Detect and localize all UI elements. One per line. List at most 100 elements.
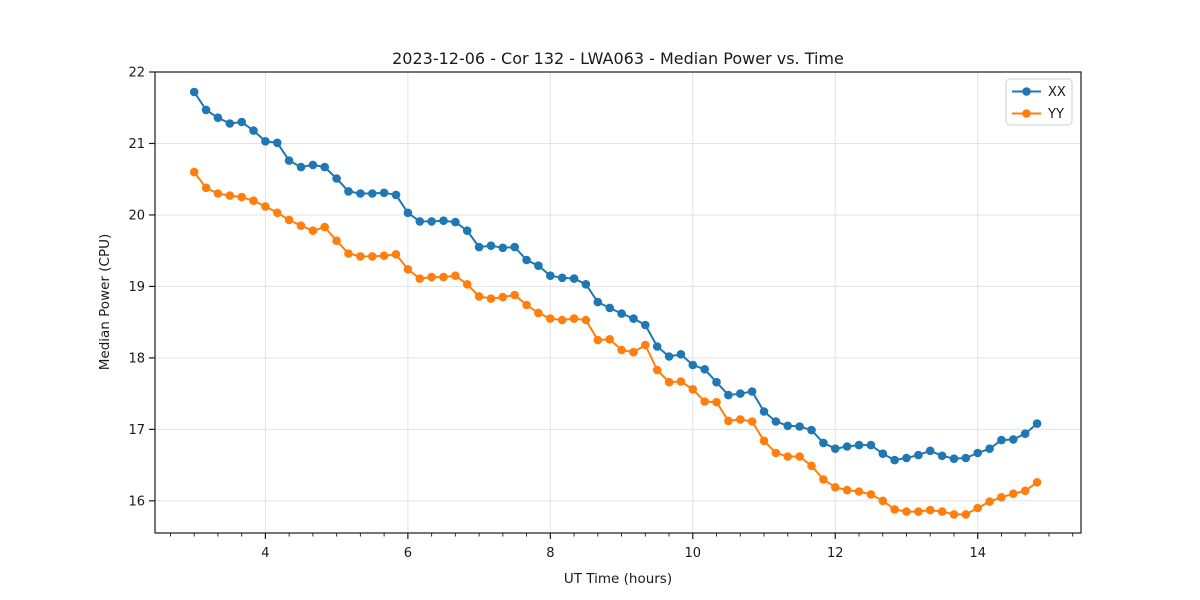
data-point-xx (486, 241, 496, 250)
y-tick-label: 22 (128, 66, 145, 81)
data-point-yy (474, 292, 484, 301)
data-point-xx (498, 243, 508, 253)
data-point-yy (712, 397, 721, 407)
data-point-yy (593, 335, 603, 345)
data-point-xx (581, 280, 591, 289)
data-point-xx (605, 303, 614, 313)
data-point-yy (629, 347, 638, 357)
data-point-xx (854, 440, 864, 450)
y-tick-label: 16 (128, 494, 145, 509)
data-point-xx (747, 387, 757, 396)
gridlines (155, 71, 1081, 533)
data-point-yy (700, 397, 709, 406)
data-point-yy (688, 385, 698, 394)
data-point-yy (332, 236, 341, 245)
data-point-yy (522, 300, 531, 310)
data-point-xx (902, 453, 911, 463)
data-point-yy (344, 249, 353, 258)
data-point-xx (759, 407, 769, 416)
data-point-yy (854, 487, 864, 496)
data-point-xx (225, 119, 235, 128)
data-point-yy (415, 274, 425, 283)
data-point-xx (522, 255, 531, 265)
data-point-yy (486, 294, 496, 303)
y-tick-label: 21 (128, 137, 145, 152)
legend-label-yy: YY (1047, 107, 1064, 122)
axis-ticks (149, 71, 1074, 539)
plot-area (154, 71, 1082, 534)
data-point-xx (439, 216, 448, 225)
series-line-xx (193, 91, 1038, 462)
data-point-xx (332, 174, 341, 183)
data-point-xx (937, 451, 947, 461)
data-point-yy (368, 252, 377, 261)
data-point-yy (462, 280, 472, 289)
data-point-yy (249, 196, 258, 205)
data-point-xx (985, 444, 994, 454)
data-point-yy (308, 226, 318, 235)
data-point-yy (664, 377, 674, 387)
y-tick-label: 17 (128, 423, 145, 438)
data-point-xx (961, 453, 971, 463)
data-point-xx (379, 188, 389, 198)
data-point-xx (249, 126, 258, 135)
data-point-yy (724, 416, 733, 426)
data-point-yy (284, 215, 294, 225)
data-point-yy (1032, 478, 1042, 487)
data-point-xx (1020, 429, 1030, 439)
data-point-yy (498, 292, 508, 302)
data-point-yy (914, 507, 923, 516)
y-tick-label: 18 (128, 351, 145, 366)
data-point-xx (237, 117, 246, 127)
data-point-yy (736, 415, 745, 424)
data-point-xx (189, 87, 199, 97)
data-point-yy (451, 271, 460, 281)
data-point-xx (736, 389, 745, 398)
legend-sample-marker (1022, 109, 1031, 118)
legend-sample-marker (1022, 87, 1031, 96)
data-point-yy (902, 507, 911, 516)
data-point-xx (1032, 419, 1042, 428)
data-point-xx (664, 352, 674, 361)
data-point-xx (652, 342, 662, 351)
data-point-xx (593, 297, 603, 307)
x-tick-label: 6 (404, 546, 412, 561)
data-point-yy (819, 475, 828, 484)
data-point-yy (427, 272, 436, 282)
data-point-yy (189, 167, 199, 177)
x-tick-label: 14 (969, 546, 986, 561)
data-point-xx (296, 162, 306, 172)
data-point-xx (795, 422, 804, 431)
data-point-yy (759, 436, 769, 446)
data-point-xx (617, 309, 626, 318)
x-tick-label: 10 (685, 546, 702, 561)
data-point-yy (1020, 486, 1030, 496)
data-point-yy (878, 496, 888, 506)
data-point-yy (403, 265, 413, 274)
legend-label-xx: XX (1048, 85, 1066, 100)
data-point-xx (569, 274, 579, 283)
data-point-yy (866, 490, 876, 499)
data-point-yy (510, 290, 519, 300)
data-point-yy (641, 340, 650, 350)
data-point-xx (831, 444, 840, 454)
data-point-xx (783, 421, 792, 431)
data-point-yy (201, 183, 211, 193)
data-point-yy (771, 448, 781, 458)
data-point-xx (261, 137, 270, 146)
data-point-xx (866, 440, 876, 450)
data-point-yy (581, 315, 591, 325)
data-point-yy (557, 315, 567, 325)
data-point-yy (985, 497, 994, 506)
data-point-yy (261, 202, 270, 211)
data-point-yy (937, 507, 947, 516)
data-point-yy (807, 461, 816, 471)
data-point-yy (320, 222, 330, 232)
data-point-xx (629, 314, 638, 323)
data-point-yy (1009, 489, 1018, 499)
data-point-yy (890, 505, 899, 514)
data-point-xx (771, 417, 781, 426)
data-point-xx (819, 438, 828, 448)
data-point-xx (308, 160, 318, 170)
